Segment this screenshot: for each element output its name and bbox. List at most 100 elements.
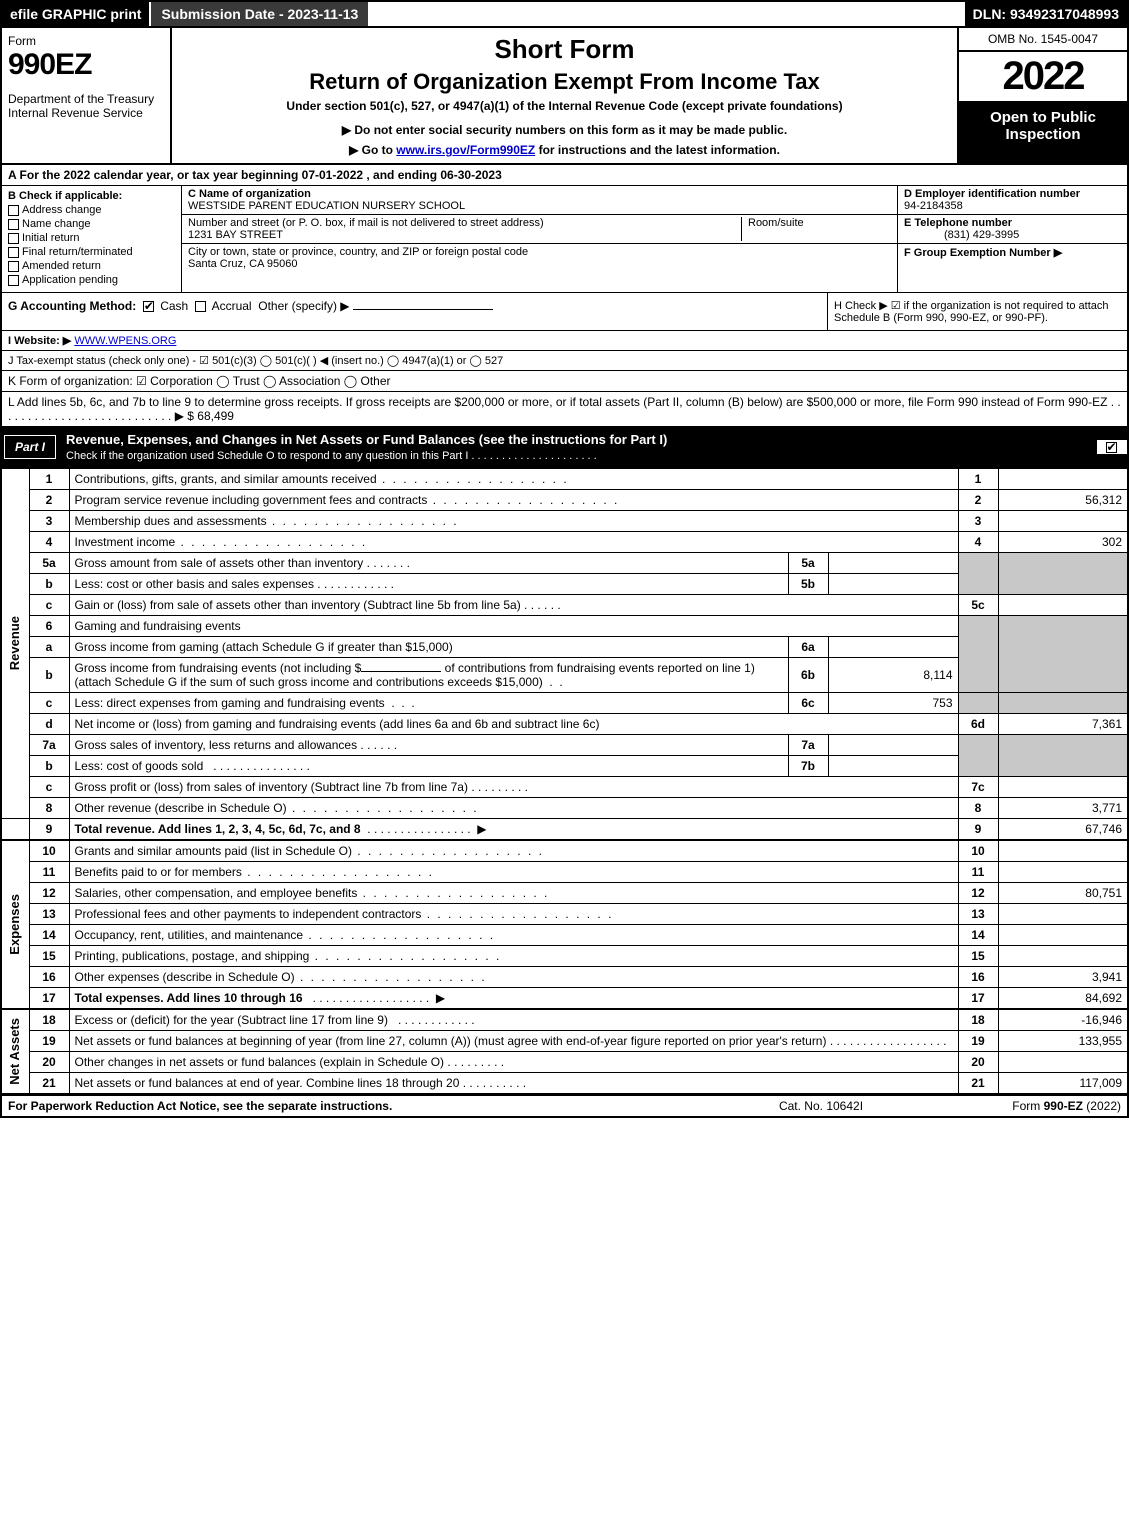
ln21-n: 21 [958,1073,998,1095]
ln18-desc: Excess or (deficit) for the year (Subtra… [75,1013,388,1027]
note2-post: for instructions and the latest informat… [535,143,780,157]
footer-right: Form 990-EZ (2022) [921,1099,1121,1113]
ln4-v: 302 [998,532,1128,553]
h-schedule-b: H Check ▶ ☑ if the organization is not r… [827,293,1127,330]
chk-accrual[interactable] [195,301,206,312]
ln14-v [998,925,1128,946]
website-link[interactable]: WWW.WPENS.ORG [74,335,176,347]
room-suite: Room/suite [741,217,891,241]
ln7c-desc: Gross profit or (loss) from sales of inv… [75,780,468,794]
street-val: 1231 BAY STREET [188,229,283,241]
chk-name[interactable]: Name change [8,218,175,230]
ln1-n: 1 [958,469,998,490]
chk-address[interactable]: Address change [8,204,175,216]
ln11-n: 11 [958,862,998,883]
col-c: C Name of organization WESTSIDE PARENT E… [182,186,897,292]
ln4-n: 4 [958,532,998,553]
ln7b-desc: Less: cost of goods sold [75,759,204,773]
d-label: D Employer identification number [904,188,1080,200]
chk-cash[interactable] [143,301,154,312]
footer-catno: Cat. No. 10642I [721,1099,921,1113]
chk-final[interactable]: Final return/terminated [8,246,175,258]
row-i: I Website: ▶ WWW.WPENS.ORG [2,330,1127,350]
ln17-desc: Total expenses. Add lines 10 through 16 [75,991,303,1005]
part1-checkbox[interactable] [1097,440,1127,454]
ln6b-sv: 8,114 [828,658,958,693]
expenses-sidelabel: Expenses [1,841,29,1009]
ln5c-n: 5c [958,595,998,616]
department: Department of the Treasury Internal Reve… [8,92,164,120]
ln5a-desc: Gross amount from sale of assets other t… [75,556,364,570]
ln16-desc: Other expenses (describe in Schedule O) [75,970,295,984]
ln16-n: 16 [958,967,998,988]
chk-amended[interactable]: Amended return [8,260,175,272]
main-title: Return of Organization Exempt From Incom… [180,69,949,95]
row-l: L Add lines 5b, 6c, and 7b to line 9 to … [0,392,1129,426]
netassets-sidelabel: Net Assets [1,1010,29,1095]
form-number: 990EZ [8,48,164,82]
org-info-block: B Check if applicable: Address change Na… [0,186,1129,292]
i-label: I Website: ▶ [8,335,71,347]
ln14-desc: Occupancy, rent, utilities, and maintena… [75,928,304,942]
ln5a-sn: 5a [788,553,828,574]
short-form-title: Short Form [180,34,949,65]
open-to-public: Open to Public Inspection [959,103,1127,163]
ln5a-sv [828,553,958,574]
row-j: J Tax-exempt status (check only one) - ☑… [2,350,1127,370]
ln2-desc: Program service revenue including govern… [75,493,428,507]
expenses-table: Expenses 10Grants and similar amounts pa… [0,840,1129,1009]
ln15-n: 15 [958,946,998,967]
note-ssn: ▶ Do not enter social security numbers o… [180,123,949,137]
ln20-n: 20 [958,1052,998,1073]
ln1-desc: Contributions, gifts, grants, and simila… [69,469,958,490]
ln3-n: 3 [958,511,998,532]
e-label: E Telephone number [904,217,1012,229]
chk-initial[interactable]: Initial return [8,232,175,244]
ln19-n: 19 [958,1031,998,1052]
ln19-desc: Net assets or fund balances at beginning… [75,1034,827,1048]
d-val: 94-2184358 [904,200,963,212]
ln7b-sn: 7b [788,756,828,777]
city-val: Santa Cruz, CA 95060 [188,258,297,270]
row-a-tax-year: A For the 2022 calendar year, or tax yea… [0,165,1129,186]
ln20-v [998,1052,1128,1073]
ln13-desc: Professional fees and other payments to … [75,907,422,921]
ln9-n: 9 [958,819,998,840]
chk-pending[interactable]: Application pending [8,274,175,286]
tax-year: 2022 [959,52,1127,103]
ln13-n: 13 [958,904,998,925]
ln1-num: 1 [29,469,69,490]
note2-pre: ▶ Go to [349,143,396,157]
f-label: F Group Exemption Number ▶ [904,247,1062,259]
ln12-n: 12 [958,883,998,904]
ln10-n: 10 [958,841,998,862]
ln6c-sn: 6c [788,693,828,714]
ln13-v [998,904,1128,925]
irs-link[interactable]: www.irs.gov/Form990EZ [396,143,535,157]
topbar-spacer [368,2,964,26]
top-bar: efile GRAPHIC print Submission Date - 20… [0,0,1129,28]
row-k: K Form of organization: ☑ Corporation ◯ … [0,371,1129,392]
ln7c-n: 7c [958,777,998,798]
org-name-row: C Name of organization WESTSIDE PARENT E… [182,186,897,215]
page-footer: For Paperwork Reduction Act Notice, see … [0,1095,1129,1118]
dln-label: DLN: 93492317048993 [965,2,1127,26]
ln17-n: 17 [958,988,998,1009]
footer-left: For Paperwork Reduction Act Notice, see … [8,1099,721,1113]
ln6c-desc: Less: direct expenses from gaming and fu… [75,696,385,710]
ln3-v [998,511,1128,532]
ln6c-sv: 753 [828,693,958,714]
ln5b-sv [828,574,958,595]
netassets-table: Net Assets 18Excess or (deficit) for the… [0,1009,1129,1095]
ln7a-sv [828,735,958,756]
efile-label[interactable]: efile GRAPHIC print [2,2,149,26]
g-accounting: G Accounting Method: Cash Accrual Other … [2,293,827,330]
header-mid: Short Form Return of Organization Exempt… [172,28,957,163]
city-row: City or town, state or province, country… [182,244,897,272]
f-group: F Group Exemption Number ▶ [898,244,1127,261]
ln6d-desc: Net income or (loss) from gaming and fun… [75,717,600,731]
org-name: WESTSIDE PARENT EDUCATION NURSERY SCHOOL [188,200,465,212]
ln1-v [998,469,1128,490]
ln7c-v [998,777,1128,798]
ln6-desc: Gaming and fundraising events [69,616,958,637]
